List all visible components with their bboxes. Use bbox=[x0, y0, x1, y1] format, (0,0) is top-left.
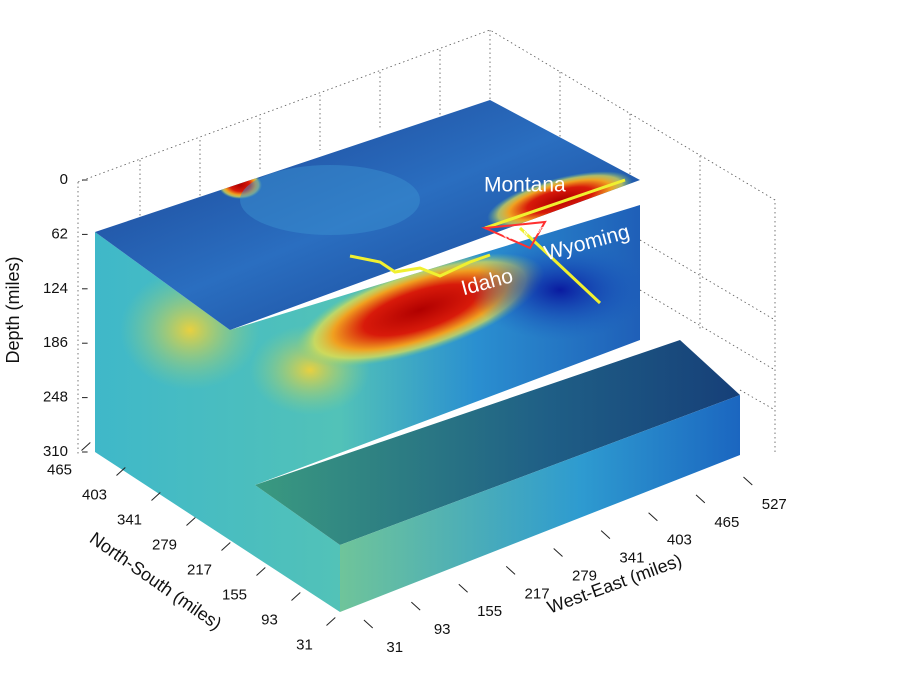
y-tick bbox=[186, 517, 196, 526]
x-tick bbox=[505, 566, 516, 575]
border-line bbox=[484, 178, 626, 230]
park-outline bbox=[481, 220, 547, 250]
y-tick bbox=[326, 617, 336, 626]
x-tick-label: 155 bbox=[477, 603, 502, 620]
x-tick bbox=[458, 583, 468, 593]
x-tick bbox=[600, 530, 611, 539]
x-tick bbox=[695, 494, 706, 504]
x-tick-label: 279 bbox=[572, 567, 597, 584]
step-side bbox=[340, 395, 740, 612]
y-tick bbox=[151, 492, 161, 501]
x-tick bbox=[411, 601, 421, 611]
y-tick-label: 465 bbox=[47, 461, 72, 478]
step-top bbox=[255, 340, 740, 545]
y-tick bbox=[256, 567, 266, 576]
y-tick-label: 403 bbox=[82, 486, 107, 503]
y-tick-label: 31 bbox=[296, 636, 313, 653]
z-tick-label: 310 bbox=[43, 443, 68, 460]
y-tick-label: 93 bbox=[261, 611, 278, 628]
y-tick bbox=[221, 542, 231, 551]
z-tick-label: 124 bbox=[43, 280, 68, 297]
x-tick bbox=[648, 512, 658, 522]
z-tick-label: 186 bbox=[43, 334, 68, 351]
x-tick bbox=[363, 619, 374, 629]
x-tick-label: 217 bbox=[525, 585, 550, 602]
z-axis-title: Depth (miles) bbox=[3, 256, 23, 363]
anomaly bbox=[470, 240, 640, 340]
y-tick-label: 217 bbox=[187, 561, 212, 578]
x-tick-label: 31 bbox=[386, 639, 403, 656]
x-tick-label: 527 bbox=[762, 496, 787, 513]
y-tick-label: 155 bbox=[222, 586, 247, 603]
x-tick-label: 403 bbox=[667, 532, 692, 549]
border-line bbox=[349, 253, 491, 278]
x-tick-label: 465 bbox=[714, 514, 739, 531]
annotation: Montana bbox=[484, 174, 566, 197]
y-tick-label: 279 bbox=[152, 536, 177, 553]
y-tick bbox=[291, 592, 301, 601]
background-grid bbox=[77, 29, 776, 455]
x-tick bbox=[553, 548, 563, 557]
y-tick bbox=[116, 467, 126, 476]
z-tick-label: 248 bbox=[43, 389, 68, 406]
y-tick bbox=[81, 442, 91, 451]
volume bbox=[95, 100, 740, 612]
z-tick-label: 0 bbox=[60, 171, 68, 188]
z-tick-label: 62 bbox=[51, 225, 68, 242]
x-axis-title: West-East (miles) bbox=[545, 550, 685, 617]
anomaly bbox=[240, 165, 420, 235]
x-tick-label: 93 bbox=[434, 621, 451, 638]
y-tick-label: 341 bbox=[117, 511, 142, 528]
x-tick bbox=[743, 476, 753, 486]
x-tick-label: 341 bbox=[619, 550, 644, 567]
